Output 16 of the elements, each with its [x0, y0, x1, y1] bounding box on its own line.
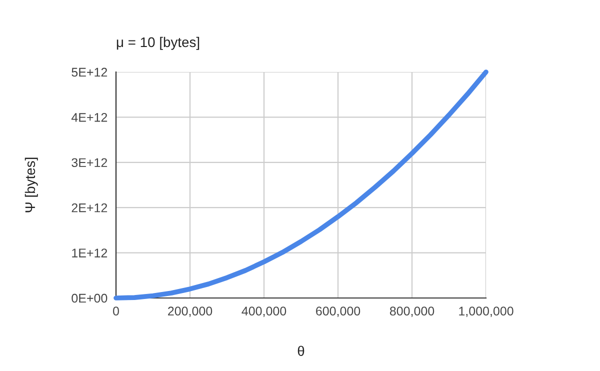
x-tick-label: 600,000	[316, 306, 360, 317]
chart-title: μ = 10 [bytes]	[116, 36, 200, 50]
y-tick-label: 2E+12	[72, 203, 108, 212]
x-tick-label: 400,000	[242, 306, 286, 317]
y-tick-label: 4E+12	[71, 113, 108, 122]
y-tick-label: 0E+00	[72, 294, 108, 303]
x-axis-title: θ	[298, 346, 304, 356]
y-tick-label: 5E+12	[72, 68, 108, 77]
y-axis-title: Ψ [bytes]	[24, 158, 38, 212]
x-tick-label: 0	[113, 306, 119, 316]
y-tick-label: 3E+12	[72, 158, 108, 168]
x-tick-label: 200,000	[168, 306, 212, 317]
x-tick-label: 1,000,000	[459, 306, 514, 317]
line-series	[114, 70, 488, 300]
y-tick-label: 1E+12	[72, 248, 108, 258]
x-tick-label: 800,000	[390, 306, 434, 317]
